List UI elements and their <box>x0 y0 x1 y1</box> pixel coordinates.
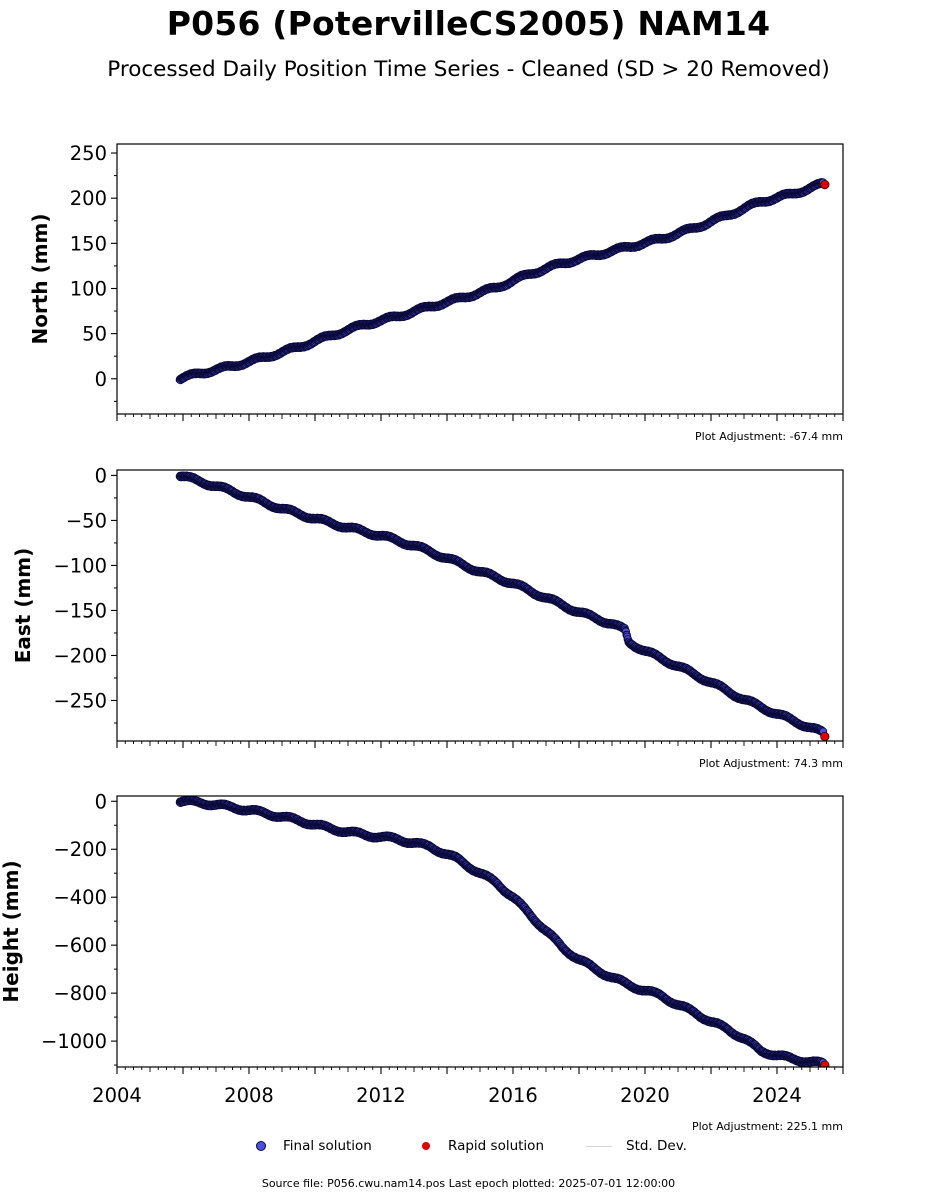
final-solution-points <box>175 796 830 1067</box>
y-tick-label: 250 <box>70 142 107 165</box>
rapid-solution-point <box>820 731 830 741</box>
y-tick-label: −250 <box>53 689 107 712</box>
y-tick-label: 0 <box>95 464 107 487</box>
y-tick-label: −150 <box>53 599 107 622</box>
y-tick-label: −200 <box>53 644 107 667</box>
plot-panel-1: 0 50 100 150 200 250 North (mm) Plot Adjustment… <box>28 142 844 443</box>
y-tick-label: 50 <box>82 323 107 346</box>
y-tick-label: 100 <box>70 277 107 300</box>
final-solution-points <box>175 471 830 741</box>
rapid-solution-point <box>820 180 830 190</box>
y-tick-label: 150 <box>70 232 107 255</box>
y-axis-label: North (mm) <box>28 213 52 344</box>
plot-adjustment-label: Plot Adjustment: 74.3 mm <box>699 757 843 770</box>
chart-title: P056 (PotervilleCS2005) NAM14 <box>166 4 771 43</box>
y-tick-label: −50 <box>66 509 107 532</box>
plot-frame <box>116 143 844 415</box>
y-tick-label: 0 <box>95 368 107 391</box>
y-tick-label: 200 <box>70 187 107 210</box>
final-solution-points <box>175 178 830 385</box>
plot-adjustment-label: Plot Adjustment: -67.4 mm <box>695 430 843 443</box>
plot-panel-2: 0 −50 −100 −150 −200 −250 East (mm) Plot Adjust… <box>11 464 844 770</box>
y-axis-label: East (mm) <box>11 548 35 664</box>
chart-subtitle: Processed Daily Position Time Series - C… <box>107 57 830 82</box>
y-tick-label: −100 <box>53 554 107 577</box>
